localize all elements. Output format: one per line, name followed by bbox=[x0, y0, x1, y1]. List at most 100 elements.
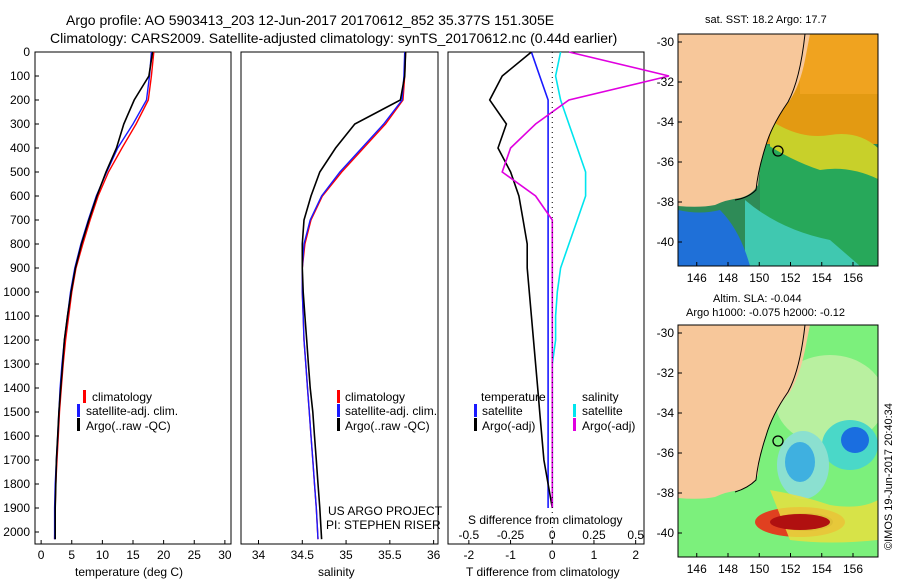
x-tick-label: -1 bbox=[505, 548, 516, 562]
project-line-1: US ARGO PROJECT bbox=[328, 504, 443, 518]
lon-tick-label: 148 bbox=[718, 271, 738, 285]
lon-tick-label: 146 bbox=[687, 562, 707, 576]
depth-tick-label: 600 bbox=[10, 189, 30, 203]
x-tick-label: 34 bbox=[252, 548, 266, 562]
depth-tick-label: 1500 bbox=[3, 405, 30, 419]
series-line-argo-raw-qc- bbox=[301, 51, 407, 540]
depth-axis: 0 100 200 300 400 500 600 700 800 900 1000 1100 1200… bbox=[3, 45, 39, 539]
sst-map-lon-axis: 146 148 150 152 154 156 bbox=[687, 262, 863, 285]
x-tick-label: 36 bbox=[427, 548, 441, 562]
x-tick-label: 35.5 bbox=[378, 548, 402, 562]
header-line-1: Argo profile: AO 5903413_203 12-Jun-2017… bbox=[66, 12, 554, 28]
s-tick-label: -0.25 bbox=[497, 528, 525, 542]
lat-tick-label: -36 bbox=[657, 155, 675, 169]
depth-tick-label: 500 bbox=[10, 165, 30, 179]
lat-tick-label: -34 bbox=[657, 406, 675, 420]
legend-s-satellite-adj: satellite-adj. clim. bbox=[345, 404, 437, 418]
sst-map-title: sat. SST: 18.2 Argo: 17.7 bbox=[705, 14, 827, 26]
s-tick-label: -0.5 bbox=[459, 528, 480, 542]
header-line-2: Climatology: CARS2009. Satellite-adjuste… bbox=[50, 30, 617, 46]
lat-tick-label: -38 bbox=[657, 486, 675, 500]
sla-map-lat-axis: -30 -32 -34 -36 -38 -40 bbox=[657, 326, 682, 540]
lat-tick-label: -34 bbox=[657, 115, 675, 129]
s-tick-label: 0.25 bbox=[582, 528, 606, 542]
temperature-legend: climatology satellite-adj. clim. Argo(..… bbox=[77, 390, 178, 433]
depth-tick-label: 1000 bbox=[3, 285, 30, 299]
sla-map-title-1: Altim. SLA: -0.044 bbox=[713, 293, 802, 305]
depth-tick-label: 2000 bbox=[3, 525, 30, 539]
lon-tick-label: 154 bbox=[812, 562, 832, 576]
sla-map-lon-axis: 146 148 150 152 154 156 bbox=[687, 553, 863, 576]
x-tick-label: 20 bbox=[157, 548, 171, 562]
temperature-axis: 0 5 10 15 20 25 30 bbox=[38, 540, 232, 562]
depth-tick-label: 800 bbox=[10, 237, 30, 251]
s-difference-label: S difference from climatology bbox=[468, 513, 623, 527]
series-line-satellite-adj-clim- bbox=[53, 51, 153, 540]
x-tick-label: 10 bbox=[96, 548, 110, 562]
s-tick-label: 0.5 bbox=[627, 528, 644, 542]
x-tick-label: 35 bbox=[339, 548, 353, 562]
depth-tick-label: 900 bbox=[10, 261, 30, 275]
legend-t-argo: Argo(-adj) bbox=[482, 419, 535, 433]
salinity-panel: 34 34.5 35 35.5 36 salinity climatology sate… bbox=[240, 51, 443, 579]
legend-t-satellite: satellite bbox=[482, 404, 523, 418]
x-tick-label: 5 bbox=[68, 548, 75, 562]
lat-tick-label: -32 bbox=[657, 366, 675, 380]
lon-tick-label: 156 bbox=[843, 562, 863, 576]
depth-tick-label: 0 bbox=[23, 45, 30, 59]
project-line-2: PI: STEPHEN RISER bbox=[326, 518, 441, 532]
diff-line-satellite-s- bbox=[551, 51, 587, 508]
sla-map-title-2: Argo h1000: -0.075 h2000: -0.12 bbox=[686, 307, 845, 319]
sla-map: Altim. SLA: -0.044 Argo h1000: -0.075 h2… bbox=[657, 293, 879, 576]
salinity-xlabel: salinity bbox=[318, 565, 355, 579]
x-tick-label: 0 bbox=[549, 548, 556, 562]
lat-tick-label: -36 bbox=[657, 446, 675, 460]
lon-tick-label: 156 bbox=[843, 271, 863, 285]
t-difference-axis: -2 -1 0 1 2 bbox=[464, 540, 639, 562]
imos-stamp: ©IMOS 19-Jun-2017 20:40:34 bbox=[883, 403, 895, 550]
legend-s-sat: satellite bbox=[582, 404, 623, 418]
lon-tick-label: 152 bbox=[780, 562, 800, 576]
lat-tick-label: -32 bbox=[657, 75, 675, 89]
temperature-xlabel: temperature (deg C) bbox=[75, 565, 183, 579]
depth-tick-label: 1300 bbox=[3, 357, 30, 371]
legend-s-climatology: climatology bbox=[345, 390, 405, 404]
depth-tick-label: 400 bbox=[10, 141, 30, 155]
difference-legend: temperature salinity satellite Argo(-adj… bbox=[474, 390, 635, 433]
argo-position-marker bbox=[772, 145, 784, 157]
depth-tick-label: 1900 bbox=[3, 501, 30, 515]
x-tick-label: 34.5 bbox=[291, 548, 315, 562]
lat-tick-label: -30 bbox=[657, 326, 675, 340]
legend-s-argo: Argo(..raw -QC) bbox=[345, 419, 430, 433]
depth-tick-label: 1600 bbox=[3, 429, 30, 443]
salinity-legend: climatology satellite-adj. clim. Argo(..… bbox=[337, 390, 437, 433]
salinity-lines bbox=[301, 51, 407, 540]
diff-line-satellite bbox=[530, 51, 549, 508]
x-tick-label: 0 bbox=[38, 548, 45, 562]
legend-argo: Argo(..raw -QC) bbox=[86, 419, 171, 433]
sst-map: sat. SST: 18.2 Argo: 17.7 146 148 150 152 15… bbox=[657, 14, 879, 285]
lon-tick-label: 148 bbox=[718, 562, 738, 576]
legend-title-salinity: salinity bbox=[582, 390, 619, 404]
series-line-argo-raw-qc- bbox=[54, 51, 154, 540]
difference-lines bbox=[488, 51, 670, 544]
x-tick-label: 1 bbox=[591, 548, 598, 562]
diff-line-argo-adj- bbox=[488, 51, 554, 509]
x-tick-label: -2 bbox=[464, 548, 475, 562]
legend-s-argo-adj: Argo(-adj) bbox=[582, 419, 635, 433]
depth-tick-label: 1200 bbox=[3, 333, 30, 347]
depth-tick-label: 100 bbox=[10, 69, 30, 83]
depth-tick-label: 1700 bbox=[3, 453, 30, 467]
depth-tick-label: 200 bbox=[10, 93, 30, 107]
sst-map-lat-axis: -30 -32 -34 -36 -38 -40 bbox=[657, 35, 682, 249]
depth-tick-label: 1400 bbox=[3, 381, 30, 395]
depth-tick-label: 1100 bbox=[4, 309, 30, 323]
x-tick-label: 2 bbox=[632, 548, 639, 562]
temperature-lines bbox=[53, 51, 155, 540]
lat-tick-label: -30 bbox=[657, 35, 675, 49]
temperature-panel: 0100200300400500600700800900100011001200… bbox=[3, 45, 232, 579]
s-difference-axis: -0.5 -0.25 0 0.25 0.5 bbox=[459, 528, 645, 542]
lat-tick-label: -38 bbox=[657, 195, 675, 209]
series-line-satellite-adj-clim- bbox=[301, 51, 406, 540]
